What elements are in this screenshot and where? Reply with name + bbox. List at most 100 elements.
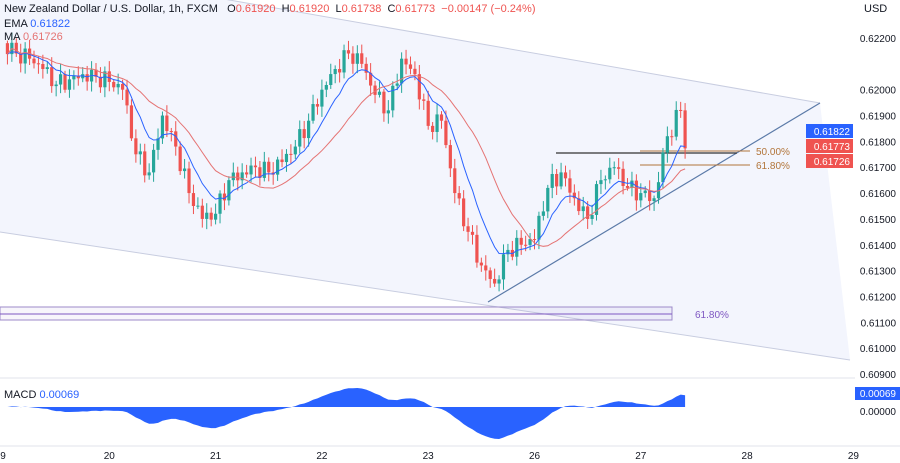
high-value: 0.61920 (289, 3, 330, 15)
candle-body (355, 53, 359, 64)
candle-body (568, 178, 572, 193)
candle-body (315, 104, 320, 107)
candle-body (386, 110, 390, 114)
candle-body (156, 138, 160, 150)
ma-line (7, 47, 686, 247)
price-tick: 0.61900 (860, 112, 897, 123)
candle-body (41, 64, 45, 70)
candle-body (603, 179, 607, 181)
candle-body (351, 53, 355, 64)
candle-body (276, 159, 280, 175)
candle-body (488, 270, 492, 279)
candle-body (280, 159, 284, 163)
symbol-title: New Zealand Dollar / U.S. Dollar, 1h, FX… (4, 3, 218, 15)
candle-body (524, 244, 528, 246)
candles (5, 32, 687, 292)
candle-body (129, 105, 134, 139)
candle-body (532, 239, 537, 241)
ema-legend[interactable]: EMA 0.61822 (4, 18, 71, 30)
candle-body (103, 71, 107, 88)
price-label-bg (806, 139, 853, 153)
candle-body (462, 198, 466, 227)
candle-body (674, 109, 678, 137)
candle-body (302, 129, 306, 139)
candle-body (621, 168, 625, 186)
candle-body (205, 212, 209, 219)
time-tick: 20 (104, 451, 116, 462)
candle-body (431, 125, 435, 132)
candle-body (324, 85, 328, 90)
candle-body (417, 74, 421, 100)
candle-body (191, 193, 196, 207)
price-tick: 0.60900 (860, 370, 897, 381)
candle-body (116, 83, 120, 88)
price-tick: 0.61100 (861, 318, 897, 329)
macd-tick: 0.00000 (860, 407, 897, 418)
candle-body (661, 152, 665, 183)
candle-body (262, 161, 266, 178)
time-tick: 23 (423, 451, 435, 462)
candle-body (683, 110, 687, 149)
candle-body (422, 99, 426, 101)
candle-body (581, 206, 585, 212)
time-tick: 9 (0, 451, 6, 462)
candle-body (439, 114, 444, 121)
time-tick: 29 (848, 451, 860, 462)
candle-body (519, 237, 523, 245)
candle-body (555, 173, 559, 187)
close-value: 0.61773 (395, 3, 436, 15)
candle-body (151, 149, 156, 173)
candle-body (138, 151, 142, 155)
candle-body (293, 146, 297, 155)
candle-body (599, 180, 603, 185)
candle-body (307, 120, 311, 139)
candle-body (608, 167, 612, 180)
candle-body (76, 75, 80, 79)
candle-body (369, 72, 373, 86)
candle-body (594, 184, 599, 215)
candle-body (107, 71, 111, 82)
candle-body (528, 239, 532, 245)
channel-fill (0, 0, 850, 360)
candle-body (625, 185, 630, 188)
candle-body (550, 173, 554, 188)
candle-body (408, 64, 413, 69)
candle-body (648, 190, 652, 202)
candle-body (253, 165, 258, 168)
candle-body (670, 136, 674, 138)
candle-body (572, 192, 576, 199)
price-tick: 0.61600 (860, 189, 897, 200)
candle-body (484, 265, 488, 271)
candle-body (218, 193, 222, 214)
candle-body (617, 167, 621, 169)
candle-body (85, 74, 89, 82)
candle-body (426, 100, 430, 126)
candle-body (258, 167, 262, 178)
ma-legend[interactable]: MA 0.61726 (4, 31, 63, 43)
candle-body (267, 161, 271, 173)
macd-legend[interactable]: MACD 0.00069 (4, 389, 80, 401)
price-tick: 0.62200 (860, 34, 897, 45)
candle-body (169, 131, 173, 133)
candle-body (245, 172, 249, 175)
price-label: 0.61726 (814, 157, 851, 168)
candle-body (54, 84, 58, 87)
price-tick: 0.62000 (860, 86, 897, 97)
ema-value: 0.61822 (30, 18, 71, 30)
candle-body (98, 76, 103, 88)
candle-body (382, 91, 386, 114)
candle-body (289, 153, 293, 155)
price-label: 0.61822 (814, 127, 851, 138)
currency-label[interactable]: USD (864, 3, 888, 15)
ema-line (7, 51, 686, 255)
time-tick: 27 (635, 451, 647, 462)
candle-body (67, 79, 72, 90)
price-tick: 0.61300 (860, 267, 897, 278)
candle-body (342, 50, 346, 73)
fib-618-lower-label: 61.80% (695, 310, 729, 321)
candle-body (112, 81, 116, 88)
candle-body (577, 198, 581, 212)
candle-body (143, 151, 147, 176)
